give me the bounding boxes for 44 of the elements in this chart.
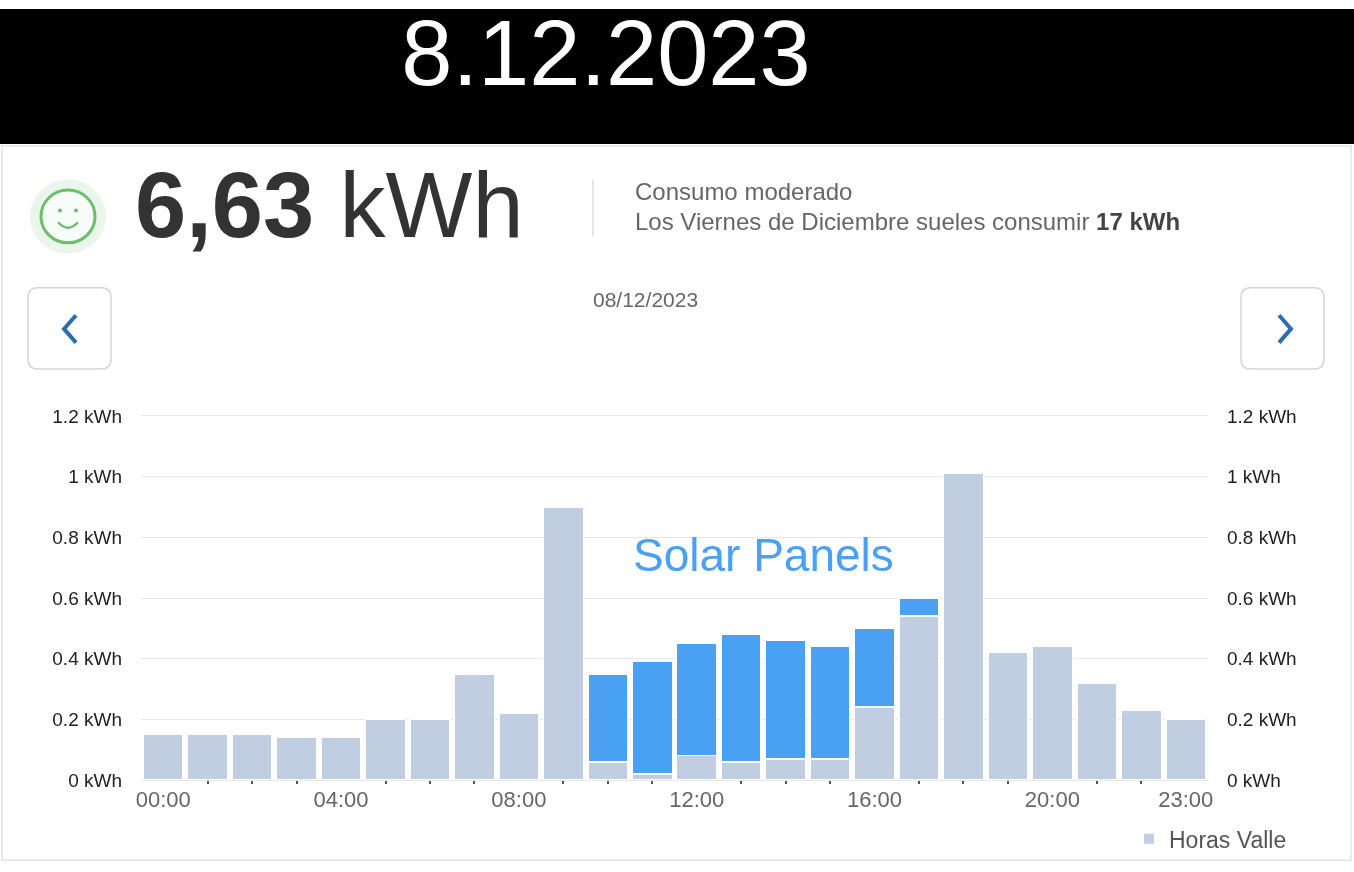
text: 08/12/2023 [593,288,699,311]
bar [542,506,585,780]
bar [942,472,985,780]
y2-tick-label: 1 kWh [1227,466,1281,488]
y2-tick-label: 0.8 kWh [1227,526,1297,548]
y-tick-label: 1 kWh [68,466,122,488]
y2-tick-label: 0 kWh [1227,769,1281,791]
bar [409,718,451,780]
bar [364,718,407,780]
text: 6,63 kWh [135,154,524,256]
x-tick-label: 20:00 [1024,787,1080,813]
y-tick-label: 1.2 kWh [52,405,122,427]
y2-tick-label: 0.4 kWh [1227,648,1297,670]
y-tick-label: 0.2 kWh [52,708,122,730]
y2-tick-label: 1.2 kWh [1227,405,1297,427]
y2-tick-label: 0.6 kWh [1227,587,1297,609]
x-tick-label: 16:00 [847,787,903,813]
bar [498,712,540,780]
x-tick-label: 04:00 [313,787,369,813]
bar [231,733,273,780]
bar [987,651,1029,780]
x-tick-label: 00:00 [135,787,191,813]
y2-tick-label: 0.2 kWh [1227,708,1297,730]
bar [1076,682,1118,780]
x-tick-label: 23:00 [1158,787,1214,813]
series-label: Solar Panels [633,529,894,581]
chart-title: 8.12.2023 [401,2,811,105]
y-tick-label: 0.6 kWh [52,587,122,609]
x-tick-label: 08:00 [491,787,547,813]
y-tick-label: 0.4 kWh [52,648,122,670]
legend-label: Horas Valle [1169,826,1287,853]
text: Consumo moderado [635,178,853,205]
x-tick-label: 12:00 [669,787,725,813]
bar [1031,645,1074,780]
bar [275,736,318,780]
y-tick-label: 0.8 kWh [52,526,122,548]
text: Los Viernes de Diciembre sueles consumir 17 kWh [635,208,1181,235]
bar [142,733,184,780]
bar [320,736,362,780]
bar [1120,709,1163,780]
bar [1165,718,1207,780]
bar [186,733,229,780]
y-tick-label: 0 kWh [68,769,122,791]
bar [453,673,496,780]
